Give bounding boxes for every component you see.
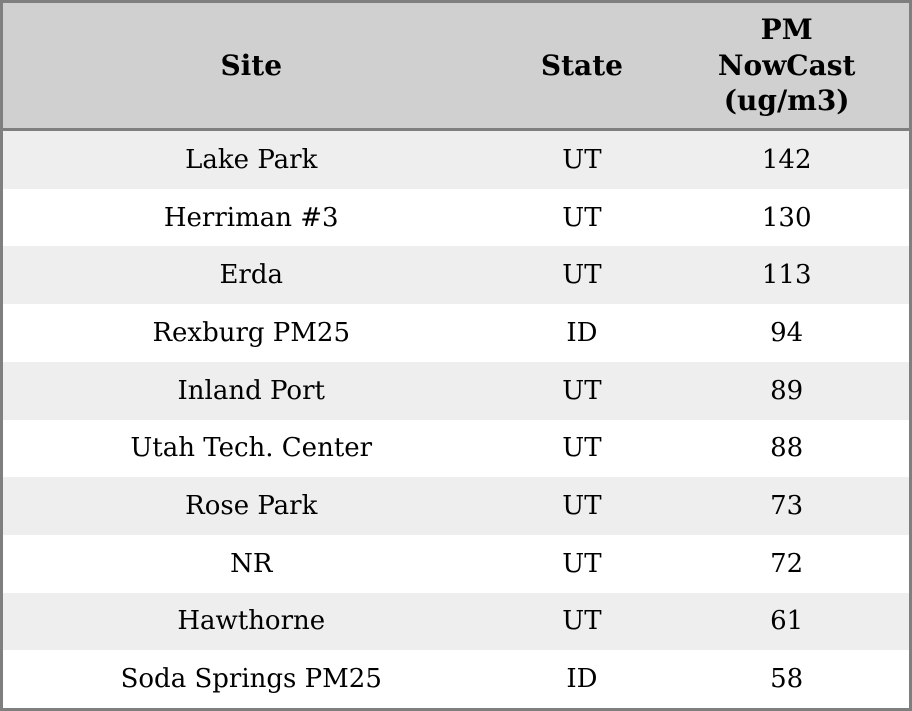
column-header-state: State	[540, 48, 623, 82]
state-cell: ID	[566, 317, 598, 348]
table-body: Lake Park UT 142 Herriman #3 UT 130 Erda…	[3, 131, 909, 708]
pm-nowcast-cell: 88	[770, 433, 804, 464]
site-cell: Erda	[219, 260, 284, 291]
site-cell: Lake Park	[185, 144, 318, 175]
state-cell: UT	[562, 202, 602, 233]
table-row: NR UT 72	[3, 534, 909, 593]
table-row: Herriman #3 UT 130	[3, 188, 909, 247]
pm-nowcast-cell: 142	[761, 144, 812, 175]
column-header-site: Site	[220, 48, 283, 82]
table-row: Rose Park UT 73	[3, 477, 909, 535]
state-cell: UT	[562, 433, 602, 464]
table-row: Soda Springs PM25 ID 58	[3, 650, 909, 708]
site-cell: Soda Springs PM25	[120, 664, 382, 695]
column-header-pm-nowcast: PM NowCast (ug/m3)	[664, 12, 909, 119]
table-row: Inland Port UT 89	[3, 361, 909, 420]
column-header-pm-nowcast-label: PM NowCast (ug/m3)	[717, 12, 856, 118]
state-cell: UT	[562, 606, 602, 637]
table-row: Lake Park UT 142	[3, 131, 909, 189]
pm-nowcast-cell: 73	[770, 491, 804, 522]
state-cell: UT	[562, 144, 602, 175]
state-cell: UT	[562, 260, 602, 291]
table-row: Rexburg PM25 ID 94	[3, 304, 909, 362]
state-cell: UT	[562, 491, 602, 522]
state-cell: UT	[562, 548, 602, 579]
pm-nowcast-cell: 113	[761, 260, 812, 291]
table-header-row: Site State PM NowCast (ug/m3)	[3, 3, 909, 131]
pm-nowcast-cell: 94	[770, 317, 804, 348]
site-cell: NR	[230, 548, 273, 579]
table-row: Erda UT 113	[3, 246, 909, 305]
pm-nowcast-cell: 58	[770, 664, 804, 695]
pm-nowcast-cell: 72	[770, 548, 804, 579]
pm-nowcast-cell: 61	[770, 606, 804, 637]
site-cell: Herriman #3	[163, 202, 339, 233]
state-cell: ID	[566, 664, 598, 695]
site-cell: Inland Port	[177, 375, 325, 406]
table-row: Hawthorne UT 61	[3, 592, 909, 651]
site-cell: Rexburg PM25	[152, 317, 351, 348]
pm-nowcast-cell: 130	[761, 202, 812, 233]
site-cell: Hawthorne	[177, 606, 326, 637]
site-cell: Rose Park	[185, 491, 318, 522]
table-row: Utah Tech. Center UT 88	[3, 419, 909, 478]
pm-nowcast-cell: 89	[770, 375, 804, 406]
state-cell: UT	[562, 375, 602, 406]
site-cell: Utah Tech. Center	[130, 433, 373, 464]
